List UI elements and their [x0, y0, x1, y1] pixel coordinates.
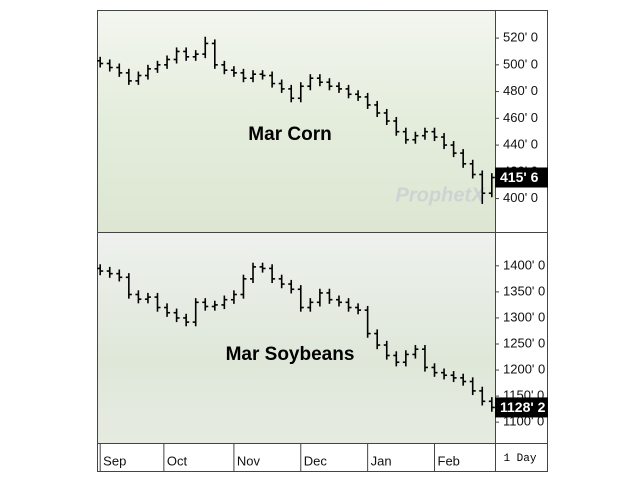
- soy-background: [97, 233, 495, 443]
- corn-background: [97, 10, 495, 232]
- x-tick-label: Nov: [237, 453, 261, 468]
- interval-label: 1 Day: [503, 453, 536, 465]
- x-tick-label: Feb: [438, 453, 460, 468]
- last-price-label: 1128' 2: [500, 399, 546, 415]
- last-price-badge: [495, 167, 548, 188]
- y-tick-label: 1400' 0: [503, 257, 545, 272]
- last-price-badge: [495, 397, 548, 418]
- x-tick-label: Dec: [304, 453, 328, 468]
- y-tick-label: 1250' 0: [503, 335, 545, 350]
- panel-title: Mar Corn: [248, 124, 331, 145]
- y-tick-label: 1350' 0: [503, 283, 545, 298]
- y-tick-label: 480' 0: [503, 83, 538, 98]
- y-tick-label: 400' 0: [503, 190, 538, 205]
- last-price-label: 415' 6: [500, 169, 539, 185]
- y-tick-label: 440' 0: [503, 137, 538, 152]
- x-tick-label: Jan: [371, 453, 392, 468]
- y-tick-label: 500' 0: [503, 56, 538, 71]
- y-tick-label: 520' 0: [503, 30, 538, 45]
- y-tick-label: 1300' 0: [503, 309, 545, 324]
- watermark: ProphetX: [396, 184, 487, 206]
- y-tick-label: 460' 0: [503, 110, 538, 125]
- y-tick-label: 1200' 0: [503, 361, 545, 376]
- x-tick-label: Sep: [103, 453, 126, 468]
- x-tick-label: Oct: [167, 453, 188, 468]
- frame: [97, 10, 548, 472]
- panel-title: Mar Soybeans: [226, 344, 355, 365]
